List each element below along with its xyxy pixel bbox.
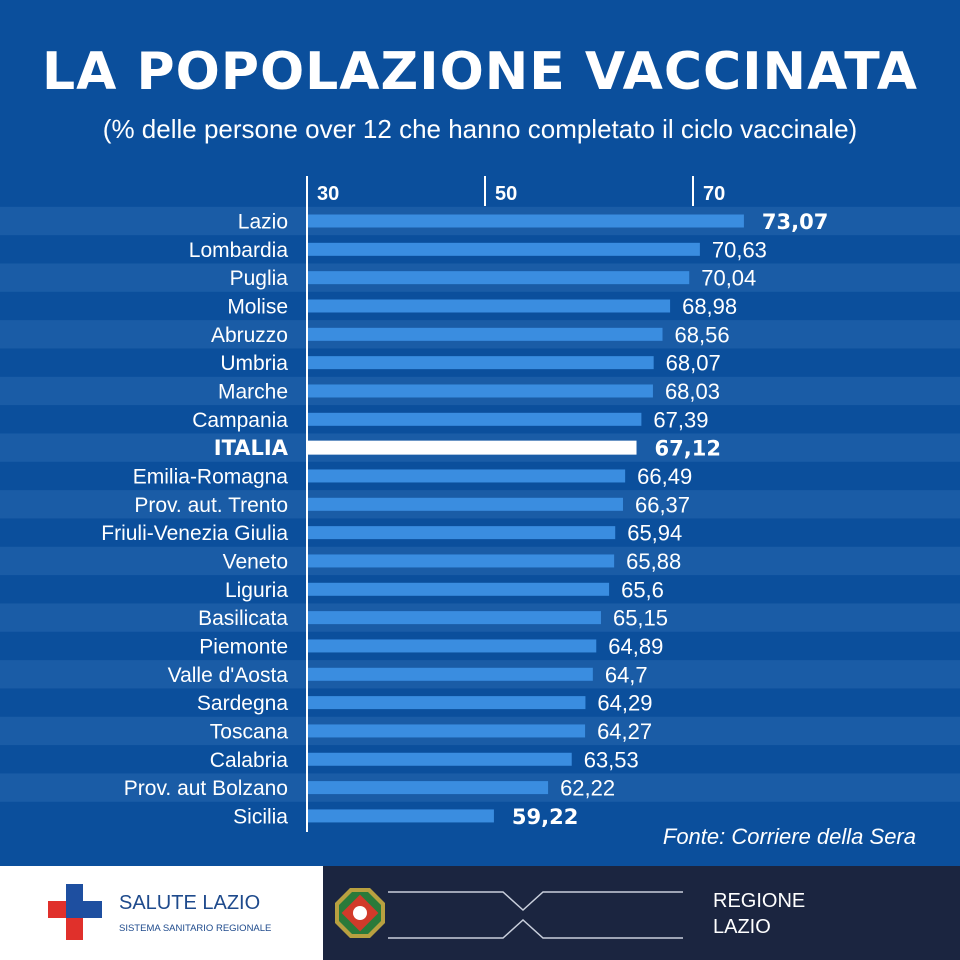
regione-lazio-logo: REGIONE LAZIO bbox=[323, 866, 960, 960]
value-label: 64,27 bbox=[597, 719, 652, 744]
value-label: 62,22 bbox=[560, 776, 615, 801]
category-label: Campania bbox=[192, 409, 288, 432]
bar bbox=[307, 440, 637, 455]
value-label: 68,03 bbox=[665, 379, 720, 404]
value-label: 70,63 bbox=[712, 237, 767, 262]
value-label: 59,22 bbox=[512, 805, 578, 829]
category-label: Marche bbox=[218, 380, 288, 403]
category-label: Friuli-Venezia Giulia bbox=[101, 522, 288, 545]
category-label: Valle d'Aosta bbox=[168, 664, 289, 687]
value-label: 68,56 bbox=[675, 322, 730, 347]
red-cross-icon bbox=[48, 884, 102, 940]
category-label: Prov. aut. Trento bbox=[134, 494, 288, 517]
category-label: Sardegna bbox=[197, 692, 288, 715]
regione-lazio-emblem-icon bbox=[335, 888, 385, 938]
bar bbox=[307, 696, 586, 710]
bar bbox=[307, 214, 744, 228]
category-label: Puglia bbox=[230, 267, 289, 290]
bar bbox=[307, 554, 615, 568]
value-label: 65,15 bbox=[613, 606, 668, 631]
value-label: 70,04 bbox=[701, 266, 756, 291]
category-label: Veneto bbox=[223, 550, 288, 573]
value-label: 68,98 bbox=[682, 294, 737, 319]
bar bbox=[307, 356, 654, 370]
chart-title: LA POPOLAZIONE VACCINATA bbox=[42, 42, 918, 102]
bar bbox=[307, 242, 700, 256]
category-label: Lazio bbox=[238, 211, 288, 234]
bar bbox=[307, 809, 494, 823]
regione-lazio-line1: REGIONE bbox=[713, 890, 806, 912]
value-label: 66,49 bbox=[637, 464, 692, 489]
category-label: Lombardia bbox=[189, 239, 289, 262]
value-label: 64,89 bbox=[608, 634, 663, 659]
chart-subtitle: (% delle persone over 12 che hanno compl… bbox=[102, 114, 858, 144]
category-label: Umbria bbox=[220, 352, 288, 375]
bar-chart: 30 50 70 Lazio 73,07 Lombardia 70,63 Puglia 70,0… bbox=[0, 176, 960, 832]
bar bbox=[307, 412, 642, 426]
category-label: Calabria bbox=[210, 749, 289, 772]
regione-lazio-decoration bbox=[388, 891, 683, 939]
value-label: 67,12 bbox=[655, 437, 721, 461]
value-label: 68,07 bbox=[666, 351, 721, 376]
category-label: ITALIA bbox=[214, 436, 289, 460]
tick-label: 70 bbox=[703, 183, 725, 205]
value-label: 65,88 bbox=[626, 549, 681, 574]
category-label: Basilicata bbox=[198, 607, 288, 630]
bar bbox=[307, 724, 586, 738]
value-label: 67,39 bbox=[653, 407, 708, 432]
bar bbox=[307, 327, 663, 341]
source-note: Fonte: Corriere della Sera bbox=[662, 824, 916, 849]
category-label: Toscana bbox=[210, 720, 289, 743]
bar bbox=[307, 639, 597, 653]
category-label: Sicilia bbox=[233, 805, 288, 828]
salute-lazio-logo: SALUTE LAZIO SISTEMA SANITARIO REGIONALE bbox=[0, 866, 323, 960]
bar bbox=[307, 384, 653, 398]
value-label: 65,6 bbox=[621, 577, 664, 602]
value-label: 73,07 bbox=[762, 210, 828, 234]
value-label: 65,94 bbox=[627, 521, 682, 546]
category-label: Piemonte bbox=[199, 635, 288, 658]
regione-lazio-line2: LAZIO bbox=[713, 916, 771, 938]
category-label: Abruzzo bbox=[211, 324, 288, 347]
bar bbox=[307, 667, 593, 681]
bar bbox=[307, 497, 623, 511]
bar bbox=[307, 271, 690, 285]
bar bbox=[307, 299, 671, 313]
category-label: Liguria bbox=[225, 579, 288, 602]
category-label: Emilia-Romagna bbox=[133, 465, 289, 488]
category-label: Prov. aut Bolzano bbox=[124, 777, 288, 800]
tick-label: 50 bbox=[495, 183, 517, 205]
bar bbox=[307, 781, 549, 795]
value-label: 64,7 bbox=[605, 662, 648, 687]
bar bbox=[307, 752, 572, 766]
bar bbox=[307, 611, 601, 625]
value-label: 63,53 bbox=[584, 747, 639, 772]
bar bbox=[307, 582, 610, 596]
tick-label: 30 bbox=[317, 183, 339, 205]
value-label: 66,37 bbox=[635, 492, 690, 517]
value-label: 64,29 bbox=[597, 691, 652, 716]
category-label: Molise bbox=[227, 295, 288, 318]
salute-lazio-title: SALUTE LAZIO bbox=[119, 892, 261, 914]
salute-lazio-subtitle: SISTEMA SANITARIO REGIONALE bbox=[119, 923, 272, 934]
bar bbox=[307, 526, 616, 540]
bar bbox=[307, 469, 626, 483]
